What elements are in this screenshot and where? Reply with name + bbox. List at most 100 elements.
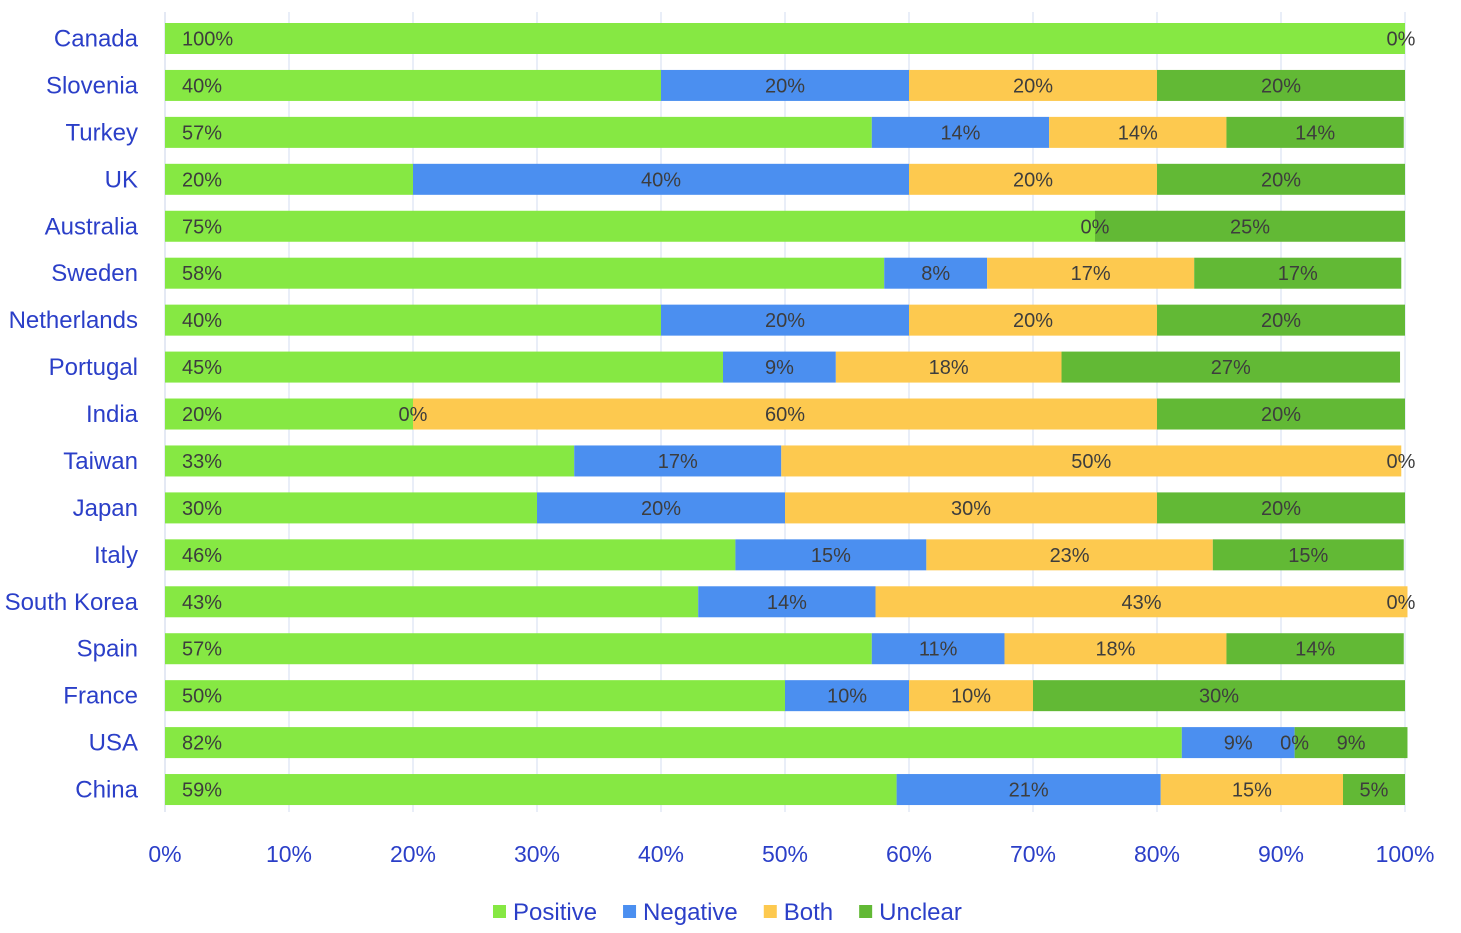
bar-both-spain xyxy=(1004,633,1227,665)
data-label-negative-taiwan: 17% xyxy=(658,451,698,473)
bar-positive-taiwan xyxy=(165,445,575,477)
data-label-both-australia: 0% xyxy=(1081,216,1110,238)
bar-positive-australia xyxy=(165,210,1095,242)
category-label-china: China xyxy=(75,777,138,804)
bar-both-sweden xyxy=(987,257,1195,289)
category-label-australia: Australia xyxy=(45,213,139,240)
bar-positive-france xyxy=(165,680,785,712)
bar-unclear-italy xyxy=(1212,539,1404,571)
category-label-sweden: Sweden xyxy=(51,260,138,287)
category-label-india: India xyxy=(86,401,139,428)
category-label-taiwan: Taiwan xyxy=(63,448,138,475)
category-label-canada: Canada xyxy=(54,26,139,53)
bar-negative-south-korea xyxy=(698,586,876,618)
bar-negative-france xyxy=(785,680,909,712)
data-label-negative-japan: 20% xyxy=(641,498,681,520)
data-label-unclear-south-korea: 0% xyxy=(1387,592,1416,614)
data-label-positive-italy: 46% xyxy=(182,545,222,567)
data-label-negative-china: 21% xyxy=(1009,780,1049,802)
data-label-unclear-china: 5% xyxy=(1360,780,1389,802)
data-label-unclear-slovenia: 20% xyxy=(1261,75,1301,97)
bar-both-turkey xyxy=(1049,116,1227,148)
data-label-positive-india: 20% xyxy=(182,404,222,426)
legend-label-both: Both xyxy=(784,899,833,926)
bar-negative-italy xyxy=(735,539,927,571)
data-label-unclear-taiwan: 0% xyxy=(1387,451,1416,473)
bar-both-japan xyxy=(785,492,1157,524)
bar-unclear-slovenia xyxy=(1157,69,1405,101)
data-label-negative-italy: 15% xyxy=(811,545,851,567)
bar-positive-china xyxy=(165,774,897,806)
bar-positive-slovenia xyxy=(165,69,661,101)
bar-negative-netherlands xyxy=(661,304,909,336)
data-label-positive-usa: 82% xyxy=(182,733,222,755)
bar-both-china xyxy=(1160,774,1343,806)
x-tick-label-80: 80% xyxy=(1134,841,1180,867)
data-label-positive-china: 59% xyxy=(182,780,222,802)
data-label-both-netherlands: 20% xyxy=(1013,310,1053,332)
data-label-positive-canada: 100% xyxy=(182,29,233,51)
x-tick-label-20: 20% xyxy=(390,841,436,867)
bar-unclear-australia xyxy=(1095,210,1405,242)
category-label-turkey: Turkey xyxy=(66,119,138,146)
data-label-both-south-korea: 43% xyxy=(1121,592,1161,614)
x-axis-ticks: 0% 10% 20% 30% 40% 50% 60% 70% 80% 90% 100% xyxy=(148,841,1434,867)
data-label-positive-netherlands: 40% xyxy=(182,310,222,332)
data-label-unclear-spain: 14% xyxy=(1295,639,1335,661)
bar-positive-spain xyxy=(165,633,872,665)
category-label-france: France xyxy=(63,683,138,710)
data-label-both-uk: 20% xyxy=(1013,169,1053,191)
bar-positive-usa xyxy=(165,727,1182,759)
data-label-negative-netherlands: 20% xyxy=(765,310,805,332)
x-tick-label-10: 10% xyxy=(266,841,312,867)
bar-unclear-spain xyxy=(1226,633,1404,665)
data-label-unclear-usa: 9% xyxy=(1337,733,1366,755)
bars xyxy=(165,23,1408,806)
data-label-both-france: 10% xyxy=(951,686,991,708)
data-label-positive-australia: 75% xyxy=(182,216,222,238)
legend-swatch-negative xyxy=(623,905,637,918)
bar-positive-uk xyxy=(165,163,413,195)
bar-negative-slovenia xyxy=(661,69,909,101)
bar-both-portugal xyxy=(835,351,1062,383)
bar-positive-south-korea xyxy=(165,586,699,618)
bar-positive-india xyxy=(165,398,413,430)
category-label-japan: Japan xyxy=(73,495,138,522)
bar-unclear-uk xyxy=(1157,163,1405,195)
data-label-unclear-sweden: 17% xyxy=(1278,263,1318,285)
data-label-both-turkey: 14% xyxy=(1118,122,1158,144)
x-tick-label-60: 60% xyxy=(886,841,932,867)
x-tick-label-90: 90% xyxy=(1258,841,1304,867)
bar-negative-spain xyxy=(871,633,1005,665)
bar-both-italy xyxy=(926,539,1213,571)
legend-label-unclear: Unclear xyxy=(879,899,962,926)
bar-both-india xyxy=(413,398,1157,430)
data-label-positive-taiwan: 33% xyxy=(182,451,222,473)
bar-both-slovenia xyxy=(909,69,1157,101)
legend: Positive Negative Both Unclear xyxy=(493,899,962,926)
data-label-negative-portugal: 9% xyxy=(765,357,794,379)
legend-label-positive: Positive xyxy=(513,899,597,926)
data-label-both-spain: 18% xyxy=(1095,639,1135,661)
bar-unclear-netherlands xyxy=(1157,304,1405,336)
data-label-both-portugal: 18% xyxy=(929,357,969,379)
category-label-slovenia: Slovenia xyxy=(46,72,139,99)
data-label-both-italy: 23% xyxy=(1050,545,1090,567)
bar-both-france xyxy=(909,680,1033,712)
bar-positive-netherlands xyxy=(165,304,661,336)
category-label-south-korea: South Korea xyxy=(5,589,139,616)
data-label-negative-slovenia: 20% xyxy=(765,75,805,97)
bar-positive-canada xyxy=(165,23,1405,54)
data-label-unclear-netherlands: 20% xyxy=(1261,310,1301,332)
x-tick-label-30: 30% xyxy=(514,841,560,867)
data-label-unclear-france: 30% xyxy=(1199,686,1239,708)
bar-unclear-japan xyxy=(1157,492,1405,524)
bar-negative-usa xyxy=(1181,727,1295,759)
bar-negative-turkey xyxy=(871,116,1050,148)
data-label-positive-uk: 20% xyxy=(182,169,222,191)
bar-positive-turkey xyxy=(165,116,872,148)
bar-positive-sweden xyxy=(165,257,885,289)
data-label-negative-india: 0% xyxy=(399,404,428,426)
x-tick-label-70: 70% xyxy=(1010,841,1056,867)
data-label-positive-portugal: 45% xyxy=(182,357,222,379)
